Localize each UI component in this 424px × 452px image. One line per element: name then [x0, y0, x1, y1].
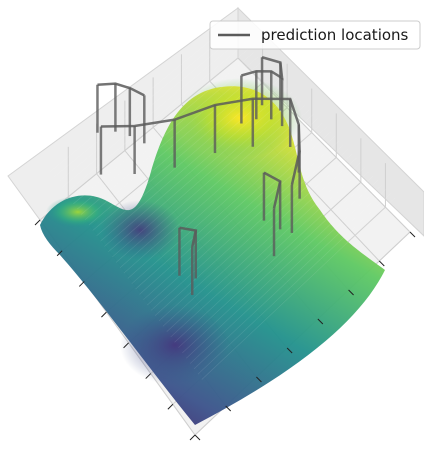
axis-tick: [348, 289, 354, 296]
mesh-line: [49, 25, 229, 173]
mesh-line: [135, 122, 323, 290]
surface-valley-low: [120, 305, 230, 385]
axis-tick: [378, 260, 385, 267]
mesh-line: [127, 113, 314, 279]
axis-tick: [256, 376, 262, 383]
axis-tick: [145, 373, 152, 379]
mesh-line: [80, 61, 263, 215]
mesh-line: [112, 96, 297, 258]
axis-tick: [189, 434, 196, 441]
mesh-line: [147, 135, 336, 306]
mesh-line: [166, 157, 357, 332]
prediction-paths: [96, 56, 301, 295]
legend: prediction locations: [209, 20, 421, 50]
mesh-line: [108, 91, 293, 252]
prediction-path: [241, 56, 284, 81]
mesh-line: [139, 127, 327, 295]
axis-tick: [101, 311, 107, 318]
surface-mesh-lines: [49, 25, 396, 380]
axis-tick: [317, 318, 324, 325]
mesh-line: [189, 184, 383, 364]
mesh-line: [73, 52, 254, 205]
legend-label: prediction locations: [261, 26, 409, 44]
mesh-line: [170, 162, 361, 338]
mesh-line: [182, 175, 374, 354]
mesh-line: [151, 140, 340, 311]
legend-box: [209, 20, 421, 50]
prediction-path: [97, 82, 145, 97]
axis-tick: [225, 405, 232, 412]
mesh-line: [154, 144, 344, 316]
axis-tick: [194, 434, 201, 441]
mesh-line: [115, 100, 302, 263]
axis-tick: [78, 281, 85, 287]
mesh-line: [158, 149, 349, 322]
axis-ticks: [34, 219, 416, 441]
mesh-line: [119, 105, 306, 268]
mesh-line: [131, 118, 319, 284]
mesh-line: [178, 171, 370, 348]
axis-tick: [286, 347, 293, 354]
mesh-line: [174, 166, 366, 343]
axis-tick: [56, 250, 63, 257]
axis-tick: [167, 403, 174, 410]
axis-tick: [409, 231, 416, 238]
mesh-line: [193, 188, 387, 370]
mesh-line: [201, 197, 396, 380]
surface-peak-left: [46, 196, 110, 228]
mesh-line: [197, 193, 391, 375]
mesh-line: [76, 56, 259, 210]
mesh-line: [96, 78, 280, 237]
surface-valley: [100, 200, 180, 260]
mesh-line: [57, 34, 237, 183]
mesh-line: [186, 179, 379, 359]
axis-tick: [123, 342, 129, 349]
mesh-line: [123, 109, 310, 274]
axis-tick: [34, 219, 41, 226]
mesh-line: [65, 43, 246, 194]
mesh-line: [162, 153, 353, 327]
mesh-line: [61, 39, 242, 189]
